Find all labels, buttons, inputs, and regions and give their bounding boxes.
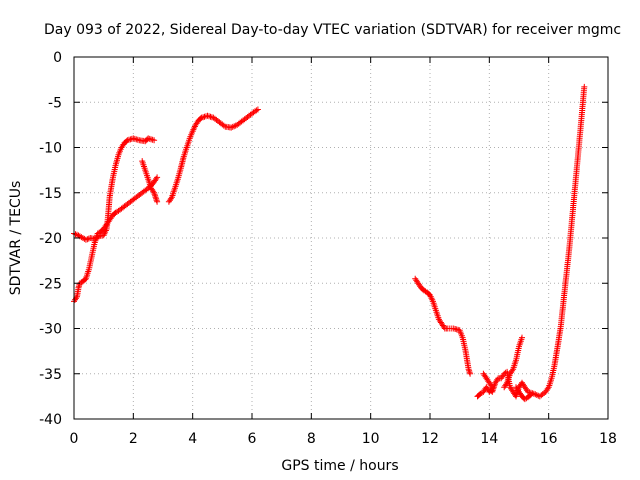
data-series <box>71 83 588 403</box>
y-tick-label: -40 <box>39 412 62 428</box>
y-tick-label: 0 <box>53 50 62 66</box>
series-arc-c <box>139 158 161 205</box>
chart-title: Day 093 of 2022, Sidereal Day-to-day VTE… <box>44 22 621 38</box>
data-point <box>581 83 588 90</box>
data-point <box>151 137 158 144</box>
y-tick-label: -10 <box>39 141 62 157</box>
x-tick-label: 12 <box>421 431 439 447</box>
data-point <box>254 106 261 113</box>
x-tick-label: 18 <box>599 431 617 447</box>
data-point <box>526 392 533 399</box>
x-tick-label: 16 <box>540 431 558 447</box>
series-arc-d <box>165 106 261 205</box>
x-tick-label: 2 <box>129 431 138 447</box>
data-point <box>154 198 161 205</box>
data-point <box>527 391 534 398</box>
grid <box>74 57 608 419</box>
x-tick-label: 4 <box>188 431 197 447</box>
x-tick-label: 8 <box>307 431 316 447</box>
x-tick-label: 0 <box>70 431 79 447</box>
data-point <box>84 236 91 243</box>
data-point <box>519 334 525 341</box>
y-tick-label: -35 <box>39 367 62 383</box>
x-tick-label: 10 <box>362 431 380 447</box>
series-arc-g <box>480 370 496 391</box>
series-arc-f <box>474 83 588 400</box>
series-arc-i <box>513 384 534 403</box>
x-tick-label: 14 <box>480 431 498 447</box>
x-tick-label: 6 <box>248 431 257 447</box>
y-tick-label: -30 <box>39 322 62 338</box>
series-arc-e <box>412 275 474 377</box>
y-tick-label: -15 <box>39 186 62 202</box>
series-arc-h <box>501 334 525 391</box>
axis-ticks: 0 2 4 6 8 10 12 14 16 18 0 -5 -10 -15 -20 -25 -30 -35 -40 <box>39 50 617 447</box>
data-point <box>489 384 496 391</box>
y-tick-label: -5 <box>48 95 62 111</box>
x-axis-label: GPS time / hours <box>281 458 398 474</box>
y-axis-label: SDTVAR / TECUs <box>8 181 24 296</box>
y-tick-label: -25 <box>39 276 62 292</box>
data-point <box>154 174 161 181</box>
y-tick-label: -20 <box>39 231 62 247</box>
data-point <box>467 370 474 377</box>
